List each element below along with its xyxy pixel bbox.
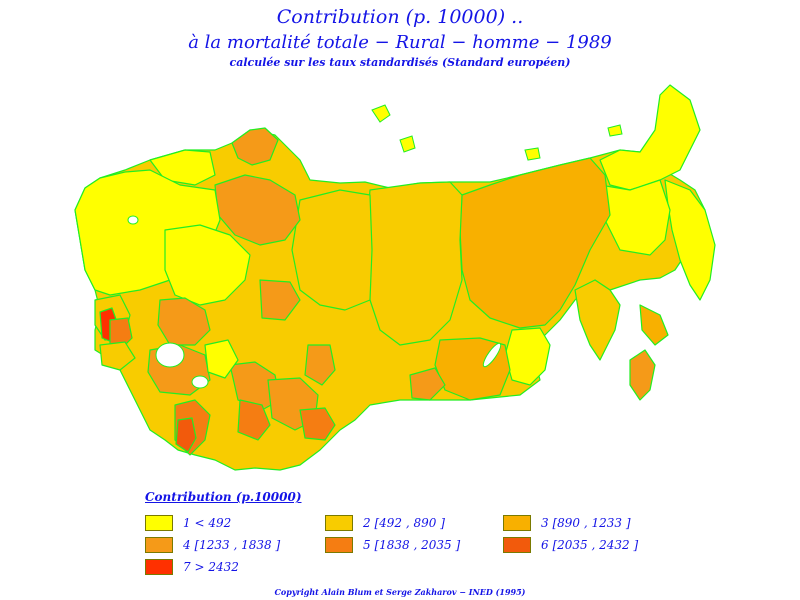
island-severnaya xyxy=(399,135,416,153)
region-amur xyxy=(504,327,551,386)
legend-label: 5 [1838 , 2035 ] xyxy=(363,538,461,552)
legend-item-1: 1 < 492 xyxy=(145,514,231,532)
region-novaya-zemlya xyxy=(231,127,279,166)
arctic-islands xyxy=(371,104,623,161)
legend-label: 6 [2035 , 2432 ] xyxy=(541,538,639,552)
legend-item-4: 4 [1233 , 1838 ] xyxy=(145,536,280,554)
legend-swatch xyxy=(503,515,531,531)
legend-label: 4 [1233 , 1838 ] xyxy=(183,538,281,552)
region-khabarovsk xyxy=(574,279,621,361)
region-primorye xyxy=(629,349,656,401)
region-buryatia xyxy=(409,367,446,401)
legend-item-5: 5 [1838 , 2035 ] xyxy=(325,536,460,554)
legend-swatch xyxy=(325,537,353,553)
legend-swatch xyxy=(145,515,173,531)
legend-item-7: 7 > 2432 xyxy=(145,558,239,576)
legend-label: 3 [890 , 1233 ] xyxy=(541,516,631,530)
region-tyumen xyxy=(291,189,373,311)
legend-label: 1 < 492 xyxy=(183,516,232,530)
island-novosibirsk xyxy=(524,147,541,161)
region-volga-4 xyxy=(175,417,197,453)
region-arkhangelsk xyxy=(214,174,301,246)
map-title-line2: à la mortalité totale − Rural − homme − … xyxy=(188,32,612,53)
legend-title: Contribution (p.10000) xyxy=(145,490,302,504)
region-kazakh-yellow xyxy=(204,339,239,379)
lake-ladoga xyxy=(127,215,139,225)
legend-swatch xyxy=(145,559,173,575)
legend-swatch xyxy=(145,537,173,553)
map-regions xyxy=(74,84,716,471)
legend-item-3: 3 [890 , 1233 ] xyxy=(503,514,631,532)
aral-sea xyxy=(191,375,209,389)
region-volga-1 xyxy=(157,297,211,346)
region-chukotka xyxy=(599,84,701,191)
lake-baikal xyxy=(482,342,502,368)
legend-item-2: 2 [492 , 890 ] xyxy=(325,514,445,532)
island-wrangel xyxy=(607,124,623,137)
legend-label: 2 [492 , 890 ] xyxy=(363,516,445,530)
region-magadan xyxy=(599,179,671,256)
region-sakhalin xyxy=(639,304,669,346)
region-yakutia xyxy=(459,157,611,329)
map-subtitle: calculée sur les taux standardisés (Stan… xyxy=(229,56,571,69)
region-krasnoyarsk xyxy=(364,181,463,346)
region-urals-2 xyxy=(237,399,271,441)
copyright-note: Copyright Alain Blum et Serge Zakharov −… xyxy=(274,587,526,597)
caspian-sea xyxy=(155,342,185,368)
region-kamchatka xyxy=(664,179,716,301)
region-siberia-s3 xyxy=(259,279,301,321)
legend-swatch xyxy=(325,515,353,531)
water-bodies xyxy=(127,215,502,389)
legend-swatch xyxy=(503,537,531,553)
map-title-line1: Contribution (p. 10000) .. xyxy=(276,6,524,28)
legend-label: 7 > 2432 xyxy=(183,560,239,574)
region-central-yellow xyxy=(164,224,251,306)
region-siberia-s2 xyxy=(304,344,336,386)
region-caucasus xyxy=(99,341,136,371)
region-siberia-s1 xyxy=(299,407,336,441)
legend-item-6: 6 [2035 , 2432 ] xyxy=(503,536,638,554)
island-frantz-josef xyxy=(371,104,391,123)
